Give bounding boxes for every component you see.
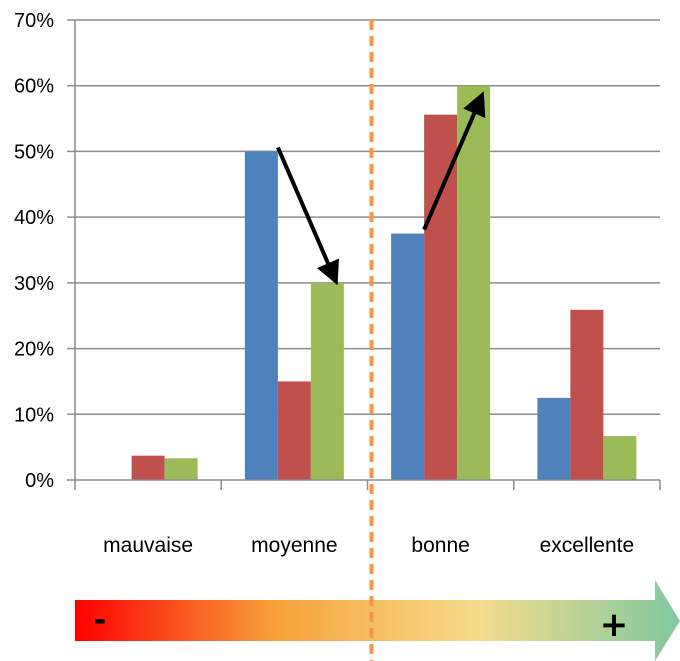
trend-arrows: [276, 91, 486, 286]
bar-excellente-s2: [603, 435, 637, 480]
bar-moyenne-s2: [310, 282, 344, 480]
bar-mauvaise-s2: [164, 458, 198, 480]
category-label: moyenne: [251, 534, 337, 557]
category-label: bonne: [411, 534, 469, 557]
y-tick-label: 40%: [14, 207, 54, 229]
y-tick-label: 20%: [14, 339, 54, 361]
scale-minus-label: -: [94, 603, 106, 638]
category-label: excellente: [540, 534, 635, 557]
gridlines: [75, 19, 660, 416]
scale-plus-label: +: [600, 605, 629, 645]
bar-moyenne-s0: [244, 151, 278, 480]
bar-bonne-s2: [457, 85, 491, 480]
y-tick-label: 0%: [25, 470, 54, 492]
bars: [131, 85, 637, 480]
y-tick-label: 50%: [14, 141, 54, 163]
bar-moyenne-s1: [277, 381, 311, 480]
scale-arrow-shape: [75, 580, 680, 661]
y-tick-label: 60%: [14, 76, 54, 98]
x-axis: [74, 20, 661, 490]
category-labels: mauvaise moyenne bonne excellente: [103, 534, 634, 557]
trend-arrow: [276, 146, 340, 286]
y-tick-label: 10%: [14, 404, 54, 426]
y-tick-label: 70%: [14, 10, 54, 32]
y-tick-label: 30%: [14, 273, 54, 295]
bar-bonne-s1: [424, 114, 458, 480]
category-label: mauvaise: [103, 534, 193, 557]
y-axis-ticks: 0% 10% 20% 30% 40% 50% 60% 70%: [14, 10, 75, 492]
bar-bonne-s0: [391, 233, 425, 480]
bar-excellente-s1: [570, 309, 604, 480]
quality-scale-arrow: - +: [75, 580, 680, 661]
bar-excellente-s0: [537, 397, 571, 480]
bar-mauvaise-s1: [131, 455, 165, 480]
trend-arrow: [422, 91, 486, 231]
